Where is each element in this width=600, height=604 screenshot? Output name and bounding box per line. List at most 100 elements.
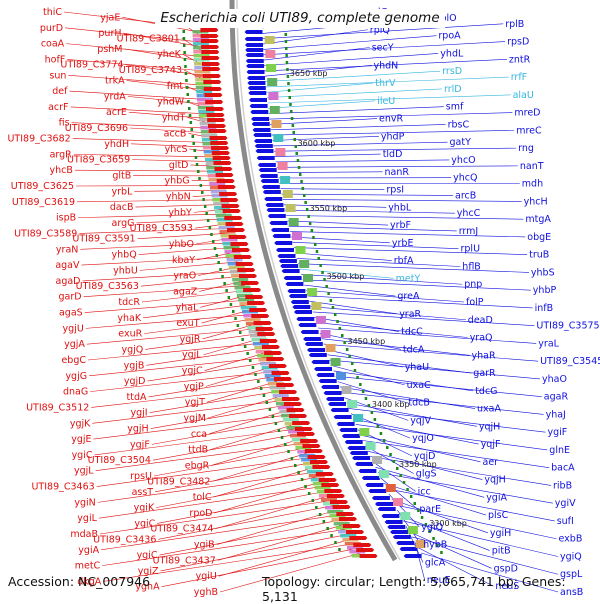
gene-label-uti89_c3482: UTI89_C3482 — [147, 476, 210, 487]
cog-dot — [185, 72, 188, 75]
gene-label-envr: envR — [379, 114, 403, 125]
label-connector — [356, 424, 548, 450]
minus-strand-gene — [200, 28, 218, 32]
minus-strand-gene — [213, 156, 231, 160]
gene-label-dnag: dnaG — [63, 387, 88, 398]
gene-label-yrao: yraO — [173, 271, 196, 282]
minus-strand-gene — [249, 308, 267, 312]
gene-label-ygjr: ygjR — [180, 334, 201, 345]
cog-dot — [288, 89, 291, 92]
gene-label-ygjf: ygjF — [130, 439, 150, 450]
feature-block — [336, 372, 346, 380]
cog-dot — [351, 362, 354, 365]
gene-label-ygji: ygjI — [131, 408, 148, 419]
gene-label-yhcc: yhcC — [457, 208, 481, 219]
cog-dot — [421, 516, 424, 519]
cog-dot — [330, 299, 333, 302]
feature-block — [289, 218, 299, 226]
gene-label-hflb: hflB — [462, 262, 481, 273]
gene-label-pitb: pitB — [492, 546, 511, 557]
gene-label-ebgr: ebgR — [185, 461, 210, 472]
minus-strand-gene — [346, 530, 364, 534]
cog-dot — [266, 401, 269, 404]
plus-strand-gene — [261, 179, 279, 183]
gene-label-rrld: rrlD — [444, 84, 462, 95]
plus-strand-gene — [385, 520, 403, 524]
plus-strand-gene — [269, 221, 287, 225]
minus-strand-gene — [229, 235, 247, 239]
minus-strand-gene — [343, 524, 361, 528]
gene-label-uti89_c3563: UTI89_C3563 — [76, 281, 139, 292]
minus-strand-gene — [254, 321, 272, 325]
gene-label-infb: infB — [535, 303, 554, 314]
cog-dot — [291, 117, 294, 120]
feature-block — [353, 414, 363, 422]
cog-dot — [414, 502, 417, 505]
gene-label-ygja: ygjA — [64, 339, 85, 350]
minus-strand-gene — [201, 50, 219, 54]
gene-label-smf: smf — [446, 102, 464, 113]
gene-label-rpsi: rpsI — [386, 185, 404, 196]
minus-strand-gene — [295, 427, 313, 431]
gene-label-yqjv: yqjV — [410, 415, 431, 426]
gene-label-folp: folP — [466, 297, 484, 308]
plus-strand-gene — [355, 462, 373, 466]
cog-dot — [189, 114, 192, 117]
label-connector — [291, 237, 390, 243]
label-connector — [269, 107, 444, 114]
plus-strand-gene — [368, 489, 386, 493]
label-connector — [287, 221, 388, 225]
gene-label-yhdl: yhdL — [440, 48, 464, 59]
cog-dot — [285, 33, 288, 36]
gene-label-ygia: ygiA — [78, 545, 99, 556]
gene-label-ygiv: ygiV — [555, 498, 576, 509]
label-connector — [409, 532, 492, 569]
cog-dot — [302, 187, 305, 190]
cog-dot — [312, 236, 315, 239]
cog-dot — [289, 96, 292, 99]
gene-label-yqjd: yqjD — [414, 451, 436, 462]
cog-dot — [291, 457, 294, 460]
label-connector — [293, 242, 459, 248]
plus-strand-gene — [268, 214, 286, 218]
cog-dot — [289, 103, 292, 106]
cog-dot — [309, 222, 312, 225]
label-connector — [336, 376, 542, 396]
plus-strand-gene — [263, 190, 281, 194]
feature-block — [272, 120, 282, 128]
cog-dot — [195, 156, 198, 159]
plus-strand-gene — [287, 289, 305, 293]
feature-block — [278, 162, 288, 170]
minus-strand-gene — [316, 472, 334, 476]
gene-label-thrv: thrV — [375, 78, 396, 89]
minus-strand-gene — [219, 192, 237, 196]
label-connector — [313, 312, 535, 326]
plus-strand-gene — [321, 385, 339, 389]
minus-strand-gene — [360, 554, 378, 558]
cog-dot — [304, 201, 307, 204]
minus-strand-gene — [339, 517, 357, 521]
minus-strand-gene — [207, 113, 225, 117]
gene-label-ygih: ygiH — [490, 528, 511, 539]
gene-label-uti89_c3619: UTI89_C3619 — [12, 197, 75, 208]
plus-strand-gene — [282, 269, 300, 273]
cog-dot — [323, 520, 326, 523]
label-connector — [208, 396, 283, 419]
cog-dot — [285, 47, 288, 50]
plus-strand-gene — [291, 300, 309, 304]
gene-label-yrda: yrdA — [104, 91, 126, 102]
minus-strand-gene — [201, 39, 219, 43]
cog-dot — [198, 177, 201, 180]
minus-strand-gene — [251, 314, 269, 318]
cog-dot — [341, 334, 344, 337]
minus-strand-gene — [212, 151, 230, 155]
label-connector — [281, 189, 385, 190]
minus-strand-gene — [207, 118, 225, 122]
label-connector — [283, 199, 522, 201]
gene-label-yhek: yheK — [157, 49, 181, 60]
plus-strand-gene — [404, 554, 422, 558]
plus-strand-gene — [245, 37, 263, 41]
gene-label-rrsd: rrsD — [442, 66, 462, 77]
cog-dot — [187, 93, 190, 96]
